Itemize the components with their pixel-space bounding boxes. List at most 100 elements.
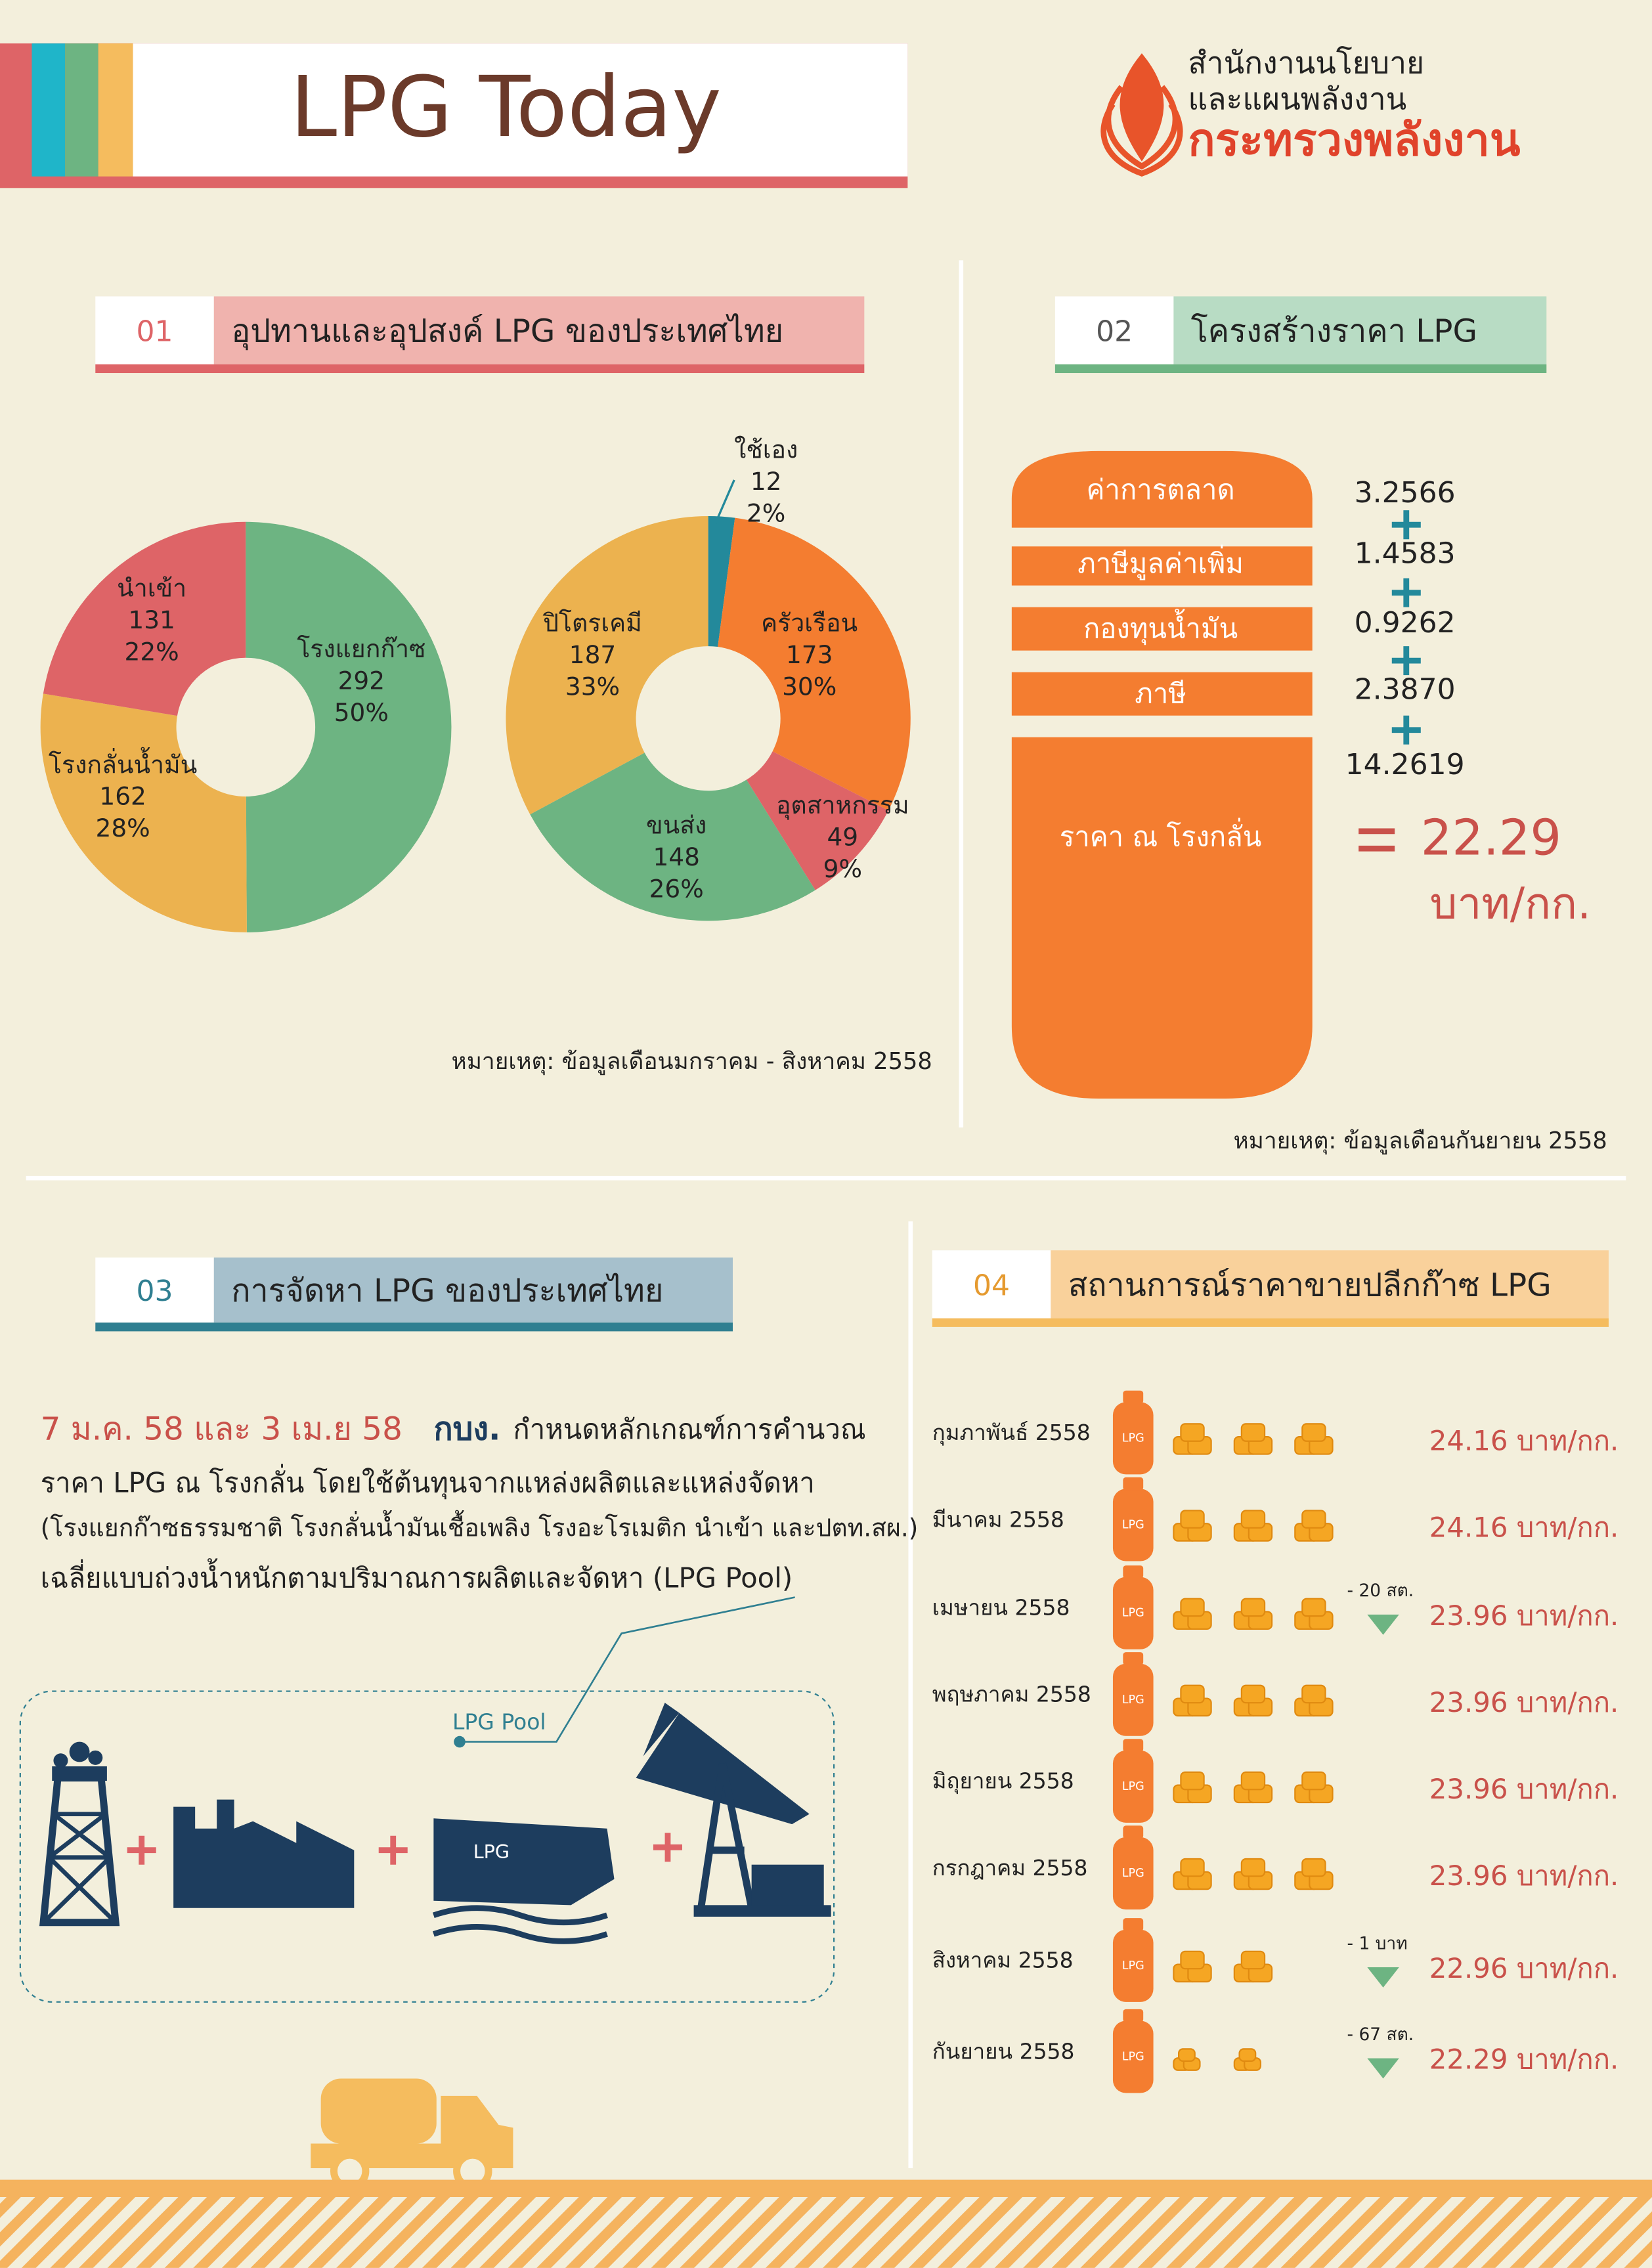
section-number-box — [932, 1250, 1051, 1319]
coin — [1301, 1423, 1326, 1442]
cylinder-cap — [1123, 1390, 1144, 1404]
slice-share: 30% — [782, 672, 837, 701]
price-band — [1011, 607, 1313, 651]
section-number-box — [95, 296, 214, 364]
slice-share: 2% — [747, 498, 785, 527]
price: 22.96 บาท/กก. — [1429, 1952, 1619, 1984]
slice-value: 292 — [338, 666, 385, 695]
price-change: - 67 สต. — [1347, 2024, 1414, 2045]
cylinder-cap — [1123, 1739, 1144, 1753]
coin — [1301, 1771, 1326, 1791]
cylinder — [1112, 1663, 1154, 1736]
section-title-box — [1051, 1250, 1609, 1319]
slice-share: 33% — [565, 672, 620, 701]
coin — [1240, 1510, 1266, 1529]
title-block — [0, 43, 908, 188]
slice-value: 12 — [750, 467, 782, 496]
slice-label: ใช้เอง — [734, 435, 798, 464]
slice-label: ขนส่ง — [646, 811, 706, 840]
cylinder-cap — [1123, 1565, 1144, 1579]
coin — [1238, 2048, 1257, 2062]
coin — [1180, 1598, 1205, 1617]
pie-slice — [246, 521, 452, 932]
body-text: ราคา LPG ณ โรงกลั่น โดยใช้ต้นทุนจากแหล่ง… — [41, 1464, 815, 1499]
cylinder-label: LPG — [1122, 1693, 1144, 1707]
slice-label: นำเข้า — [117, 574, 186, 603]
month: มิถุยายน 2558 — [932, 1768, 1074, 1795]
pie-slice — [708, 515, 735, 647]
section-title: การจัดหา LPG ของประเทศไทย — [231, 1273, 663, 1309]
month: กรกฎาคม 2558 — [932, 1855, 1088, 1881]
slice-label: โรงกลั่นน้ำมัน — [49, 747, 197, 779]
month: กันยายน 2558 — [932, 2038, 1075, 2064]
coin — [1240, 1771, 1266, 1791]
plus-signs — [127, 1833, 682, 1865]
coin — [1180, 1510, 1205, 1529]
title: LPG Today — [290, 58, 722, 156]
cylinder-label: LPG — [1122, 1607, 1144, 1620]
price: 22.29 บาท/กก. — [1429, 2043, 1619, 2076]
coin — [1240, 1684, 1266, 1704]
cylinder-label: LPG — [1122, 1867, 1144, 1880]
plus-sign — [1391, 510, 1421, 540]
body-text: เฉลี่ยแบบถ่วงน้ำหนักตามปริมาณการผลิตและจ… — [41, 1558, 793, 1594]
coin — [1180, 1684, 1205, 1704]
section-title-box — [1173, 296, 1547, 364]
agency: กบง. — [433, 1410, 500, 1447]
cylinder — [1112, 1750, 1154, 1823]
slice-label: อุตสาหกรรม — [776, 791, 909, 820]
slice-share: 28% — [96, 814, 150, 842]
factory-icon — [173, 1799, 355, 1908]
component-value: 0.9262 — [1355, 606, 1456, 640]
slice-label: โรงแยกก๊าซ — [297, 634, 425, 663]
coin — [1240, 1858, 1266, 1877]
label-leader — [714, 479, 735, 524]
month: พฤษภาคม 2558 — [932, 1682, 1091, 1707]
section-title: อุปทานและอุปสงค์ LPG ของประเทศไทย — [231, 313, 783, 351]
slice-label: ปิโตรเคมี — [542, 609, 642, 638]
slice-value: 162 — [99, 782, 146, 811]
down-arrow — [1367, 1967, 1399, 1988]
section-number: 03 — [137, 1275, 173, 1308]
price: 23.96 บาท/กก. — [1429, 1600, 1619, 1632]
pie-slice — [40, 693, 247, 932]
month: กุมภาพันธ์ 2558 — [932, 1420, 1091, 1446]
month: มีนาคม 2558 — [932, 1506, 1064, 1532]
supply-icons — [39, 1703, 831, 1944]
cylinder-label: LPG — [1122, 1518, 1144, 1531]
component-value: 1.4583 — [1355, 536, 1456, 570]
note: หมายเหตุ: ข้อมูลเดือนกันยายน 2558 — [1233, 1127, 1607, 1154]
footer-bar — [0, 2179, 1652, 2198]
component-value: 3.2566 — [1355, 476, 1456, 510]
component-name: ภาษี — [1135, 677, 1186, 709]
pie-slice — [530, 752, 815, 921]
cylinder — [1112, 1489, 1154, 1561]
cylinder — [1112, 1577, 1154, 1649]
component-value: 2.3870 — [1355, 672, 1456, 706]
oil-rig-icon — [39, 1741, 120, 1927]
plus-sign — [1391, 715, 1421, 745]
section-underline — [1054, 364, 1547, 374]
coin — [1177, 2048, 1196, 2062]
slice-value: 131 — [128, 605, 175, 634]
note: หมายเหตุ: ข้อมูลเดือนมกราคม - สิงหาคม 25… — [452, 1048, 932, 1075]
coin — [1240, 1950, 1266, 1970]
price-change: - 1 บาท — [1347, 1933, 1408, 1953]
dates: 7 ม.ค. 58 และ 3 เม.ย 58 — [41, 1410, 402, 1447]
price-change: - 20 สต. — [1347, 1581, 1414, 1601]
price: 23.96 บาท/กก. — [1429, 1686, 1619, 1718]
month: เมษายน 2558 — [932, 1595, 1070, 1621]
logo — [1100, 53, 1183, 177]
body-text: (โรงแยกก๊าซธรรมชาติ โรงกลั่นน้ำมันเชื้อเ… — [41, 1510, 919, 1542]
org-line: และแผนพลังงาน — [1188, 81, 1406, 117]
pie-slice — [718, 517, 911, 811]
section-number: 04 — [973, 1269, 1010, 1302]
cylinder-label: LPG — [1122, 2050, 1144, 2063]
section-title-box — [213, 1257, 733, 1323]
coin — [1301, 1684, 1326, 1704]
down-arrow — [1367, 2058, 1399, 2079]
dividers — [26, 260, 1626, 2168]
pool-callout — [459, 1596, 795, 1743]
